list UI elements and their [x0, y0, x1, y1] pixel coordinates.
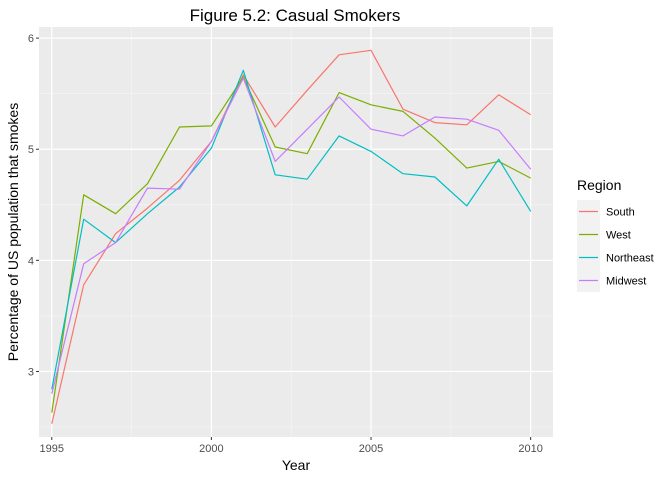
- y-tick-label: 3: [28, 366, 34, 378]
- y-tick-label: 4: [28, 255, 34, 267]
- y-axis: 3 4 5 6: [28, 33, 39, 378]
- chart-title: Figure 5.2: Casual Smokers: [190, 6, 401, 25]
- legend-label-west: West: [606, 230, 631, 242]
- series-lines: [51, 49, 532, 424]
- x-tick-label: 1995: [40, 443, 64, 455]
- series-line-midwest: [51, 77, 532, 394]
- y-tick-label: 5: [28, 144, 34, 156]
- series-line-south: [51, 49, 532, 424]
- y-tick-label: 6: [28, 33, 34, 45]
- legend-label-northeast: Northeast: [606, 253, 654, 265]
- plot-panel: [39, 27, 553, 437]
- series-line-northeast: [51, 69, 532, 390]
- legend: Region South West Northeast Midwest: [577, 177, 654, 292]
- x-tick-label: 2000: [199, 443, 223, 455]
- x-tick-label: 2005: [359, 443, 383, 455]
- major-gridlines: [39, 27, 553, 437]
- y-axis-title: Percentage of US population that smokes: [5, 103, 21, 361]
- x-axis: 1995 2000 2005 2010: [40, 437, 543, 455]
- legend-label-midwest: Midwest: [606, 276, 646, 288]
- x-axis-title: Year: [282, 457, 311, 473]
- legend-title: Region: [577, 177, 621, 193]
- series-line-west: [51, 76, 531, 413]
- x-tick-label: 2010: [518, 443, 542, 455]
- legend-label-south: South: [606, 207, 635, 219]
